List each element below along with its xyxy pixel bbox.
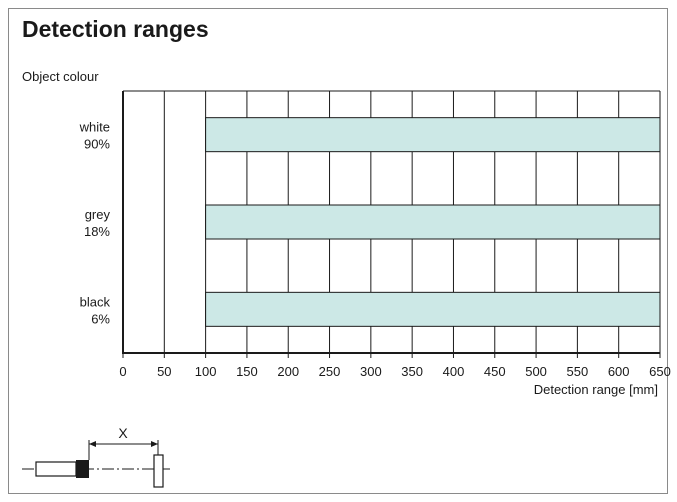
category-value-black: 6%: [91, 311, 110, 326]
category-value-white: 90%: [84, 137, 110, 152]
x-ticks: 0 50 100 150 200 250 300 350 400 450 500 550 600 650: [119, 353, 671, 379]
x-tick-label: 100: [195, 364, 217, 379]
x-tick-label: 250: [319, 364, 341, 379]
range-bar-white: [205, 117, 661, 153]
x-tick-label: 0: [119, 364, 126, 379]
bars: [205, 117, 661, 327]
x-tick-label: 150: [236, 364, 258, 379]
x-tick-label: 550: [567, 364, 589, 379]
x-tick-label: 300: [360, 364, 382, 379]
dimension-arrow-left: [89, 441, 96, 447]
x-tick-label: 500: [525, 364, 547, 379]
x-tick-label: 200: [277, 364, 299, 379]
sensor-distance-diagram: X: [22, 425, 170, 488]
dimension-arrow-right: [151, 441, 158, 447]
dimension-label: X: [118, 425, 128, 441]
category-labels: white 90% grey 18% black 6%: [79, 120, 111, 327]
chart-title: Detection ranges: [22, 16, 209, 42]
x-tick-label: 50: [157, 364, 171, 379]
y-axis-label: Object colour: [22, 69, 99, 84]
x-tick-label: 450: [484, 364, 506, 379]
target-object: [153, 454, 164, 488]
sensor-body: [35, 461, 77, 477]
category-value-grey: 18%: [84, 224, 110, 239]
x-tick-label: 400: [443, 364, 465, 379]
category-label-white: white: [79, 120, 110, 135]
category-label-black: black: [80, 294, 111, 309]
x-tick-label: 650: [649, 364, 671, 379]
range-bar-black: [205, 291, 661, 327]
sensor-lens: [76, 460, 89, 478]
x-axis-label: Detection range [mm]: [534, 382, 658, 397]
x-tick-label: 600: [608, 364, 630, 379]
x-tick-label: 350: [401, 364, 423, 379]
chart-frame: [8, 8, 668, 494]
category-label-grey: grey: [85, 207, 111, 222]
range-bar-grey: [205, 204, 661, 240]
